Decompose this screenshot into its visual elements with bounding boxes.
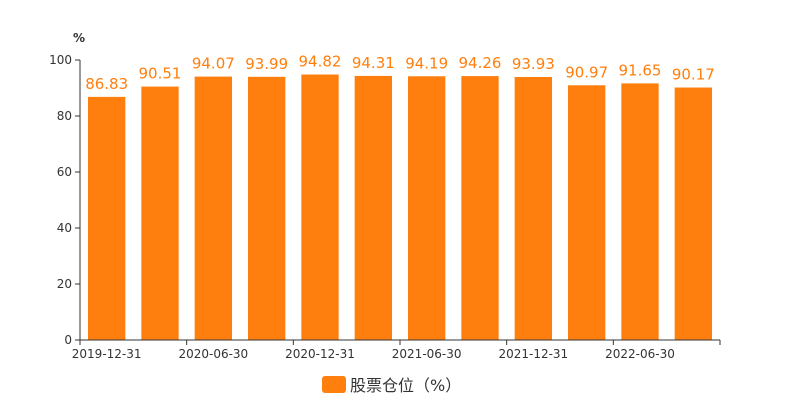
y-axis: 0 20 40 60 80 100 <box>49 53 81 347</box>
bar-value-label: 90.97 <box>565 63 608 81</box>
bar[interactable] <box>621 83 659 340</box>
y-tick-label: 60 <box>57 165 72 179</box>
bar[interactable] <box>301 74 339 340</box>
bar[interactable] <box>674 87 712 340</box>
x-tick-label: 2020-12-31 <box>285 347 355 361</box>
y-tick-label: 80 <box>57 109 72 123</box>
bar-value-label: 94.82 <box>299 53 342 71</box>
legend-label: 股票仓位（%） <box>350 376 461 395</box>
y-tick-label: 20 <box>57 277 72 291</box>
bar[interactable] <box>194 76 232 340</box>
bar-value-label: 94.19 <box>405 54 448 72</box>
legend-swatch <box>322 376 346 393</box>
x-axis: 2019-12-31 2020-06-30 2020-12-31 2021-06-30… <box>72 339 721 361</box>
bar[interactable] <box>408 76 446 340</box>
bar-value-label: 94.07 <box>192 55 235 73</box>
bar-value-label: 90.51 <box>139 65 182 83</box>
bar[interactable] <box>514 76 552 340</box>
x-tick-label: 2022-06-30 <box>605 347 675 361</box>
bar-value-label: 93.99 <box>245 55 288 73</box>
bar[interactable] <box>248 76 286 340</box>
bar[interactable] <box>568 85 606 340</box>
bar-value-label: 94.31 <box>352 54 395 72</box>
x-tick-label: 2021-06-30 <box>392 347 462 361</box>
y-tick-label: 100 <box>49 53 72 67</box>
bar[interactable] <box>88 96 126 340</box>
bar-value-label: 94.26 <box>459 54 502 72</box>
x-tick-label: 2020-06-30 <box>178 347 248 361</box>
bar-value-label: 86.83 <box>85 75 128 93</box>
bar-value-label: 93.93 <box>512 55 555 73</box>
y-tick-label: 0 <box>64 333 72 347</box>
bar-value-label: 91.65 <box>619 61 662 79</box>
legend[interactable]: 股票仓位（%） <box>322 376 461 395</box>
bar[interactable] <box>354 75 392 340</box>
data-labels-group: 86.83 90.51 94.07 93.99 94.82 94.31 94.19 94.26… <box>85 53 715 93</box>
x-tick-label: 2021-12-31 <box>498 347 568 361</box>
bar[interactable] <box>461 76 499 341</box>
y-tick-label: 40 <box>57 221 72 235</box>
x-tick-label: 2019-12-31 <box>72 347 142 361</box>
bar[interactable] <box>141 86 179 341</box>
bars-group <box>88 74 712 341</box>
bar-value-label: 90.17 <box>672 66 715 84</box>
y-unit-label: % <box>73 31 85 45</box>
